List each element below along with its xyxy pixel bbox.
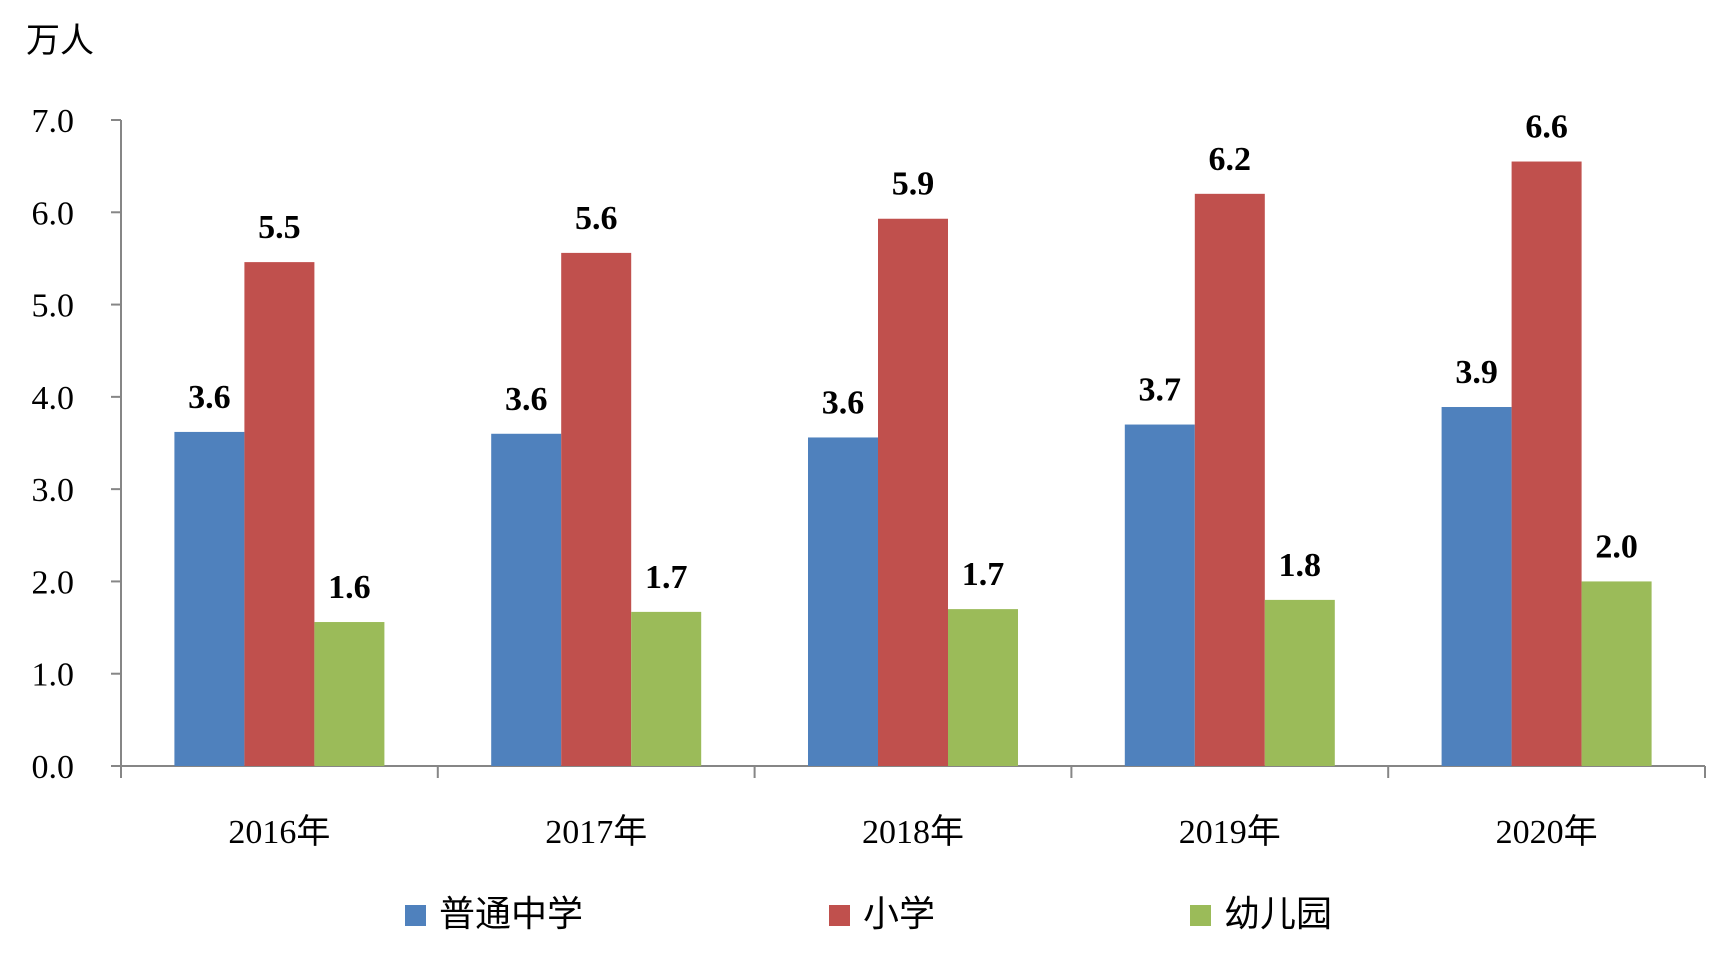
bars [174,161,1652,767]
bar-0-2 [314,622,385,766]
data-label-4-2: 2.0 [1595,528,1638,565]
y-axis: 0.0 1.0 2.0 3.0 4.0 5.0 6.0 7.0 [32,103,122,786]
data-label-2-2: 1.7 [962,556,1005,593]
data-label-3-2: 1.8 [1279,547,1322,584]
data-label-4-0: 3.9 [1455,354,1498,391]
data-label-0-2: 1.6 [328,569,371,606]
y-tick-label: 1.0 [32,657,75,694]
y-tick-label: 7.0 [32,103,75,140]
bar-0-1 [244,262,315,766]
data-label-3-1: 6.2 [1209,141,1252,178]
legend-swatch-0 [405,905,426,926]
bar-2-1 [878,218,948,766]
bar-3-2 [1264,599,1335,766]
bar-2-0 [808,437,878,766]
x-tick-label: 2016年 [228,813,330,851]
data-label-3-0: 3.7 [1139,372,1182,409]
bar-3-1 [1194,193,1265,767]
data-label-0-0: 3.6 [188,379,231,416]
bar-1-0 [491,433,562,766]
bar-4-0 [1441,407,1512,766]
y-axis-unit-label: 万人 [26,23,94,60]
legend-label-1: 小学 [863,894,935,934]
y-tick-label: 3.0 [32,472,75,509]
data-label-2-1: 5.9 [892,166,935,203]
bar-2-2 [948,609,1018,766]
y-tick-label: 6.0 [32,195,75,232]
y-tick-label: 2.0 [32,564,75,601]
legend-label-2: 幼儿园 [1224,894,1332,934]
bar-0-0 [174,431,245,766]
x-tick-label: 2020年 [1496,813,1598,851]
data-label-4-1: 6.6 [1525,109,1568,146]
data-labels: 3.6 3.6 3.6 3.7 3.9 5.5 5.6 5.9 6.2 6.6 1.6 1.7 1.7 1… [188,109,1638,607]
legend: 普通中学 小学 幼儿园 [405,894,1332,934]
data-label-1-1: 5.6 [575,200,618,237]
y-tick-label: 0.0 [32,749,75,786]
x-tick-label: 2018年 [862,813,964,851]
data-label-0-1: 5.5 [258,209,301,246]
bar-4-2 [1581,581,1652,766]
bar-1-1 [561,252,632,767]
y-tick-label: 4.0 [32,380,75,417]
data-label-1-0: 3.6 [505,381,548,418]
x-axis: 2016年 2017年 2018年 2019年 2020年 [120,765,1706,851]
y-tick-label: 5.0 [32,288,75,325]
bar-1-2 [631,611,702,766]
legend-swatch-2 [1190,905,1211,926]
bar-4-1 [1511,161,1582,766]
legend-label-0: 普通中学 [439,894,583,934]
legend-swatch-1 [829,905,850,926]
data-label-2-0: 3.6 [822,384,865,421]
bar-3-0 [1124,424,1195,766]
data-label-1-2: 1.7 [645,559,688,596]
x-tick-label: 2017年 [545,813,647,851]
x-tick-label: 2019年 [1179,813,1281,851]
